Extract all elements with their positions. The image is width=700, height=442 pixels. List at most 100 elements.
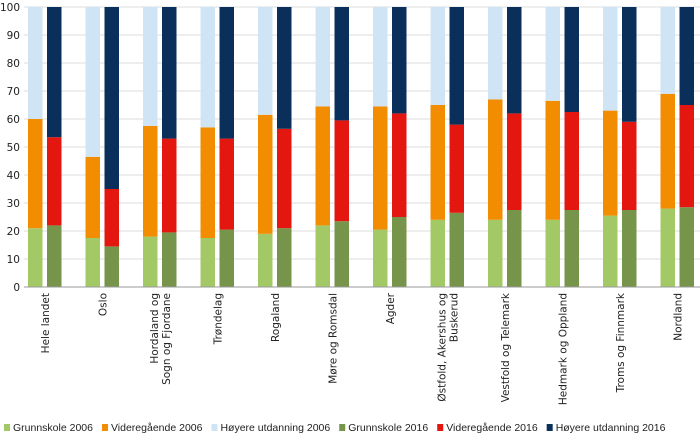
bar-segment xyxy=(162,7,177,139)
bar-segment xyxy=(564,7,579,112)
bar-segment xyxy=(85,238,100,287)
y-tick-label: 90 xyxy=(7,30,20,42)
bar-segment xyxy=(430,7,445,105)
category-label: Vestfold og Telemark xyxy=(500,292,512,402)
bar-segment xyxy=(219,138,234,230)
bar-segment xyxy=(392,113,407,217)
legend-swatch xyxy=(546,424,553,431)
bar-segment xyxy=(430,105,445,220)
bar-segment xyxy=(143,126,158,237)
bar-segment xyxy=(545,219,560,287)
y-tick-label: 0 xyxy=(13,282,20,294)
bar-segment xyxy=(28,7,43,119)
bar-segment xyxy=(143,7,158,126)
legend-swatch xyxy=(101,424,108,431)
y-tick-label: 20 xyxy=(7,226,20,238)
bar-segment xyxy=(334,221,349,287)
bar-segment xyxy=(47,225,62,287)
bar-segment xyxy=(104,246,119,287)
bar-segment xyxy=(315,7,330,107)
bar-segment xyxy=(277,228,292,287)
bar-segment xyxy=(622,7,637,122)
bars xyxy=(28,7,694,287)
legend-item: Høyere utdanning 2006 xyxy=(211,422,330,434)
bar-segment xyxy=(258,114,273,234)
bar-segment xyxy=(200,238,215,287)
bar-segment xyxy=(660,93,675,209)
legend-item: Høyere utdanning 2016 xyxy=(546,422,666,434)
bar-segment xyxy=(660,208,675,287)
legend-swatch xyxy=(437,424,444,431)
bar-segment xyxy=(47,137,62,226)
bar-segment xyxy=(679,7,694,105)
y-tick-label: 10 xyxy=(7,254,20,266)
legend-label: Høyere utdanning 2016 xyxy=(556,422,666,434)
bar-segment xyxy=(162,138,177,233)
bar-segment xyxy=(679,207,694,287)
bar-segment xyxy=(507,7,522,114)
legend-label: Videregående 2006 xyxy=(111,422,203,434)
bar-segment xyxy=(603,7,618,111)
category-label: Hordaland og xyxy=(149,293,161,364)
legend-item: Grunnskole 2006 xyxy=(4,422,93,434)
bar-segment xyxy=(28,119,43,229)
bar-segment xyxy=(143,236,158,287)
bar-segment xyxy=(488,7,503,100)
category-label: Østfold, Akershus og xyxy=(436,293,448,402)
category-label: Møre og Romsdal xyxy=(327,293,339,384)
category-label: Nordland xyxy=(672,293,684,341)
bar-segment xyxy=(104,189,119,247)
bar-segment xyxy=(373,7,388,107)
bar-segment xyxy=(373,229,388,287)
category-label: Sogn og Fjordane xyxy=(161,293,173,385)
bar-segment xyxy=(430,219,445,287)
bar-segment xyxy=(104,7,119,189)
bar-segment xyxy=(162,232,177,287)
bar-segment xyxy=(449,124,464,213)
category-label: Agder xyxy=(385,292,397,324)
bar-segment xyxy=(545,7,560,101)
legend-item: Grunnskole 2016 xyxy=(339,422,428,434)
y-tick-label: 50 xyxy=(7,142,20,154)
category-label: Hedmark og Oppland xyxy=(557,293,569,405)
category-label: Rogaland xyxy=(270,293,282,342)
legend-label: Høyere utdanning 2006 xyxy=(220,422,330,434)
bar-segment xyxy=(334,120,349,222)
legend-label: Videregående 2016 xyxy=(446,422,538,434)
bar-segment xyxy=(622,210,637,287)
legend-swatch xyxy=(4,424,10,431)
bar-segment xyxy=(564,112,579,210)
y-tick-label: 40 xyxy=(7,170,20,182)
category-label: Hele landet xyxy=(40,293,52,353)
bar-segment xyxy=(603,215,618,287)
bar-segment xyxy=(488,99,503,220)
legend-label: Grunnskole 2016 xyxy=(348,422,428,434)
legend-swatch xyxy=(211,424,218,431)
y-tick-label: 70 xyxy=(7,86,20,98)
bar-segment xyxy=(200,7,215,128)
bar-segment xyxy=(449,7,464,125)
y-axis-ticks: 0 10 20 30 40 50 60 70 80 90 100 xyxy=(0,2,20,294)
legend-item: Videregående 2016 xyxy=(437,422,538,434)
y-tick-label: 80 xyxy=(7,58,20,70)
bar-segment xyxy=(660,7,675,94)
bar-segment xyxy=(622,121,637,210)
bar-segment xyxy=(373,106,388,230)
category-label: Troms og Finnmark xyxy=(615,292,627,393)
bar-segment xyxy=(277,7,292,129)
y-tick-label: 100 xyxy=(0,2,20,14)
y-tick-label: 30 xyxy=(7,198,20,210)
bar-segment xyxy=(679,105,694,208)
bar-segment xyxy=(603,110,618,216)
category-label: Oslo xyxy=(97,293,109,316)
bar-segment xyxy=(545,100,560,220)
bar-segment xyxy=(85,156,100,238)
category-label: Buskerud xyxy=(448,293,460,342)
bar-segment xyxy=(449,212,464,287)
legend-swatch xyxy=(339,424,346,431)
bar-segment xyxy=(28,228,43,287)
bar-segment xyxy=(488,219,503,287)
bar-segment xyxy=(392,7,407,114)
bar-segment xyxy=(315,225,330,287)
